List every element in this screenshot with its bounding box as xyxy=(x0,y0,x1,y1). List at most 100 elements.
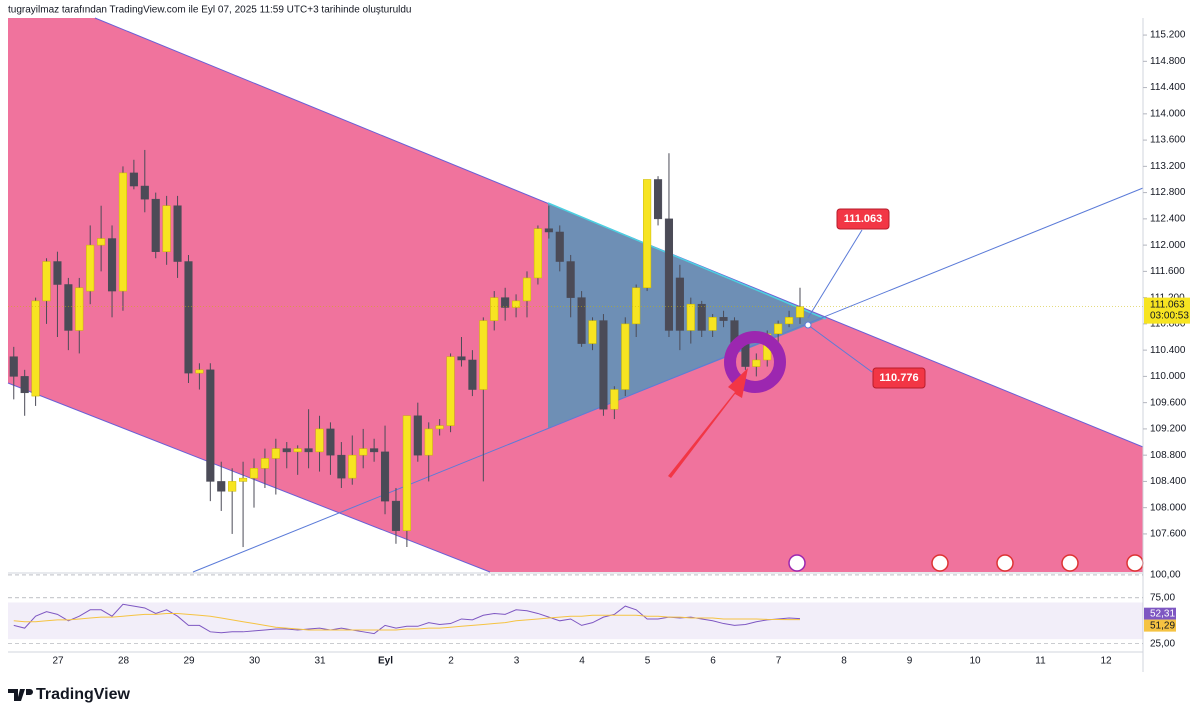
x-tick-label: 9 xyxy=(907,656,913,667)
x-tick-label: 30 xyxy=(249,656,261,667)
anchor-point xyxy=(804,321,812,329)
annotation-box xyxy=(872,367,926,389)
candle-body xyxy=(785,317,794,325)
candle-body xyxy=(217,481,226,492)
candle-body xyxy=(42,261,51,302)
candle-body xyxy=(435,425,444,430)
candle-body xyxy=(446,356,455,426)
candle-body xyxy=(151,198,160,252)
rsi-tick-label: 75,00 xyxy=(1150,592,1175,603)
x-tick-label: 8 xyxy=(841,656,847,667)
candle-body xyxy=(20,376,29,394)
candle-body xyxy=(348,454,357,479)
candle-body xyxy=(228,481,237,492)
candle-body xyxy=(75,287,84,331)
event-icon xyxy=(788,554,806,572)
candle-body xyxy=(490,297,499,321)
candle-body xyxy=(86,244,95,292)
candle-body xyxy=(195,369,204,374)
drawings xyxy=(668,229,1144,572)
candle-body xyxy=(97,238,106,246)
candle-body xyxy=(391,500,401,531)
candle-body xyxy=(555,231,564,262)
logo: TradingView xyxy=(8,686,131,703)
candle-body xyxy=(359,448,368,456)
candle-body xyxy=(107,238,117,292)
last-price-box xyxy=(1144,297,1190,324)
rsi-value-box xyxy=(1144,607,1176,620)
candle-body xyxy=(370,448,379,453)
x-tick-label: 29 xyxy=(183,656,195,667)
candle-body xyxy=(380,451,390,502)
candle-body xyxy=(271,448,280,459)
candle-body xyxy=(184,261,193,374)
y-tick-label: 114.000 xyxy=(1150,108,1186,119)
x-tick-label: 3 xyxy=(514,656,520,667)
candle-body xyxy=(752,359,761,367)
candle-body xyxy=(501,297,510,308)
flag-icon xyxy=(1061,554,1079,572)
candle-body xyxy=(664,218,674,331)
candle-body xyxy=(293,448,302,453)
header: tugrayilmaz tarafından TradingView.com i… xyxy=(8,5,411,16)
annotation-box xyxy=(836,208,890,230)
rsi-value-label: 51,29 xyxy=(1150,620,1175,631)
callout-line xyxy=(807,229,863,319)
logo-icon xyxy=(8,689,33,701)
candle-body xyxy=(719,317,728,321)
flag-icon xyxy=(931,554,949,572)
candle-body xyxy=(53,261,62,285)
candle-body xyxy=(239,477,248,482)
candle-body xyxy=(533,228,542,279)
candle-body xyxy=(522,277,532,302)
y-tick-label: 111.600 xyxy=(1150,266,1185,277)
y-tick-label: 110.400 xyxy=(1150,345,1186,356)
x-tick-label: 31 xyxy=(314,656,326,667)
candle-body xyxy=(31,300,40,397)
candle-body xyxy=(795,306,805,318)
rsi-value-label: 52,31 xyxy=(1150,608,1175,619)
highlight-ring xyxy=(724,331,786,393)
y-tick-label: 110.800 xyxy=(1150,319,1186,330)
candle-body xyxy=(566,261,575,298)
countdown-label: 03:00:53 xyxy=(1150,310,1189,321)
candle-body xyxy=(457,356,466,361)
arrow xyxy=(668,368,748,478)
y-tick-label: 114.400 xyxy=(1150,82,1186,93)
candle-body xyxy=(599,320,608,410)
candle-body xyxy=(653,179,663,220)
candle-body xyxy=(621,323,630,390)
x-tick-label: 12 xyxy=(1100,656,1112,667)
rsi-tick-label: 25,00 xyxy=(1150,638,1175,649)
x-tick-label: 5 xyxy=(645,656,651,667)
candle-body xyxy=(697,303,706,331)
y-tick-label: 108.000 xyxy=(1150,502,1187,513)
triangle-upper xyxy=(547,202,827,320)
candle-body xyxy=(282,448,291,453)
candle-body xyxy=(544,228,553,233)
y-tick-label: 109.200 xyxy=(1150,424,1187,435)
candle-body xyxy=(512,300,521,308)
y-tick-label: 112.400 xyxy=(1150,213,1186,224)
candle-body xyxy=(632,287,641,325)
candle-body xyxy=(588,320,597,344)
rsi-value-box xyxy=(1144,619,1176,632)
rsi-tick-label: 100,00 xyxy=(1150,570,1181,581)
flag-icon xyxy=(996,554,1014,572)
y-tick-label: 108.800 xyxy=(1150,450,1187,461)
candle-body xyxy=(315,428,324,453)
flag-icon xyxy=(1126,554,1144,572)
x-tick-label: 6 xyxy=(710,656,716,667)
x-tick-label: 7 xyxy=(776,656,782,667)
x-tick-label: 27 xyxy=(52,656,64,667)
x-tick-label: Eyl xyxy=(378,656,393,667)
candle-body xyxy=(140,185,149,200)
y-tick-label: 114.800 xyxy=(1150,56,1186,67)
candle-body xyxy=(577,297,586,344)
candle-body xyxy=(337,454,346,479)
candle-body xyxy=(118,172,128,292)
candle-body xyxy=(402,415,411,531)
trend-line xyxy=(192,187,1144,573)
rsi-band xyxy=(8,602,1143,640)
